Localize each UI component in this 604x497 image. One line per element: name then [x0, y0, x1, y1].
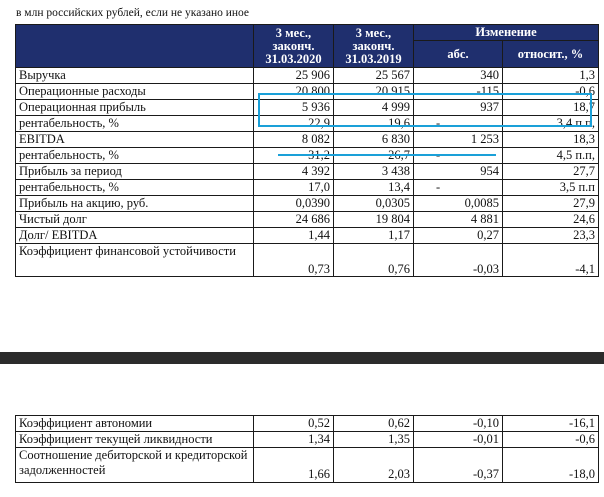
table-row: Прибыль за период 4 392 3 438 954 27,7 [15, 163, 599, 180]
row-label: рентабельность, % [15, 115, 254, 132]
value-abs-change: 340 [413, 67, 503, 84]
table-row: Долг/ EBITDA 1,44 1,17 0,27 23,3 [15, 227, 599, 244]
value-rel-change: -4,1 [502, 243, 599, 277]
value-rel-change: 1,3 [502, 67, 599, 84]
value-abs-change: 4 881 [413, 211, 503, 228]
value-2020: 0,0390 [253, 195, 334, 212]
value-abs-change: -0,37 [413, 447, 503, 483]
row-label: Коэффициент финансовой устойчивости [15, 243, 254, 277]
page-divider [0, 352, 604, 364]
value-2019: 13,4 [333, 179, 414, 196]
value-2020: 25 906 [253, 67, 334, 84]
value-2020: 0,52 [253, 415, 334, 432]
header-change: Изменение [413, 24, 599, 41]
value-abs-change: 0,27 [413, 227, 503, 244]
row-label: Прибыль на акцию, руб. [15, 195, 254, 212]
table-row: Соотношение дебиторской и кредиторской з… [15, 447, 599, 483]
table-row: Прибыль на акцию, руб. 0,0390 0,0305 0,0085… [15, 195, 599, 212]
value-2019: 1,17 [333, 227, 414, 244]
header-blank [15, 24, 254, 68]
header-abs: абс. [413, 40, 503, 68]
value-2019: 0,0305 [333, 195, 414, 212]
row-label: Коэффициент автономии [15, 415, 254, 432]
row-label: Операционные расходы [15, 83, 254, 100]
financial-table: 3 мес., законч. 31.03.2020 3 мес., закон… [15, 24, 599, 277]
units-note: в млн российских рублей, если не указано… [16, 7, 250, 19]
value-2019: 6 830 [333, 131, 414, 148]
row-label: Чистый долг [15, 211, 254, 228]
row-label: Коэффициент текущей ликвидности [15, 431, 254, 448]
value-abs-change: 1 253 [413, 131, 503, 148]
value-rel-change: 18,3 [502, 131, 599, 148]
header-2020: 3 мес., законч. 31.03.2020 [253, 24, 334, 68]
table-row: Коэффициент финансовой устойчивости 0,73 0… [15, 243, 599, 277]
value-2020: 1,44 [253, 227, 334, 244]
table-row: Выручка 25 906 25 567 340 1,3 [15, 67, 599, 84]
table-row: Чистый долг 24 686 19 804 4 881 24,6 [15, 211, 599, 228]
value-abs-change: 954 [413, 163, 503, 180]
value-2019: 3 438 [333, 163, 414, 180]
value-2019: 0,76 [333, 243, 414, 277]
value-rel-change: 3,5 п.п [502, 179, 599, 196]
value-rel-change: 23,3 [502, 227, 599, 244]
value-2019: 0,62 [333, 415, 414, 432]
value-rel-change: 27,9 [502, 195, 599, 212]
row-label: Выручка [15, 67, 254, 84]
value-2020: 1,34 [253, 431, 334, 448]
table-row: рентабельность, % 17,0 13,4-3,5 п.п [15, 179, 599, 196]
value-rel-change: 24,6 [502, 211, 599, 228]
value-rel-change: 27,7 [502, 163, 599, 180]
value-rel-change: 4,5 п.п, [502, 147, 599, 164]
value-rel-change: -18,0 [502, 447, 599, 483]
value-2020: 24 686 [253, 211, 334, 228]
row-label: EBITDA [15, 131, 254, 148]
row-label: рентабельность, % [15, 179, 254, 196]
value-2020: 17,0 [253, 179, 334, 196]
value-2019: 19 804 [333, 211, 414, 228]
value-2020: 1,66 [253, 447, 334, 483]
value-2020: 0,73 [253, 243, 334, 277]
value-2019: 2,03 [333, 447, 414, 483]
row-label: Прибыль за период [15, 163, 254, 180]
value-2020: 8 082 [253, 131, 334, 148]
value-rel-change: -0,6 [502, 431, 599, 448]
value-abs-change: -0,01 [413, 431, 503, 448]
ratios-table: Коэффициент автономии 0,52 0,62 -0,10 -16,1 К… [15, 415, 599, 483]
value-abs-change: - [413, 179, 503, 196]
value-2019: 25 567 [333, 67, 414, 84]
header-2019: 3 мес., законч. 31.03.2019 [333, 24, 414, 68]
row-label: Операционная прибыль [15, 99, 254, 116]
value-abs-change: 0,0085 [413, 195, 503, 212]
row-label: Долг/ EBITDA [15, 227, 254, 244]
value-abs-change: -0,03 [413, 243, 503, 277]
table-row: Коэффициент автономии 0,52 0,62 -0,10 -16,1 [15, 415, 599, 432]
value-2020: 4 392 [253, 163, 334, 180]
row-label: рентабельность, % [15, 147, 254, 164]
value-2019: 1,35 [333, 431, 414, 448]
highlight-underline [278, 154, 496, 156]
table-row: EBITDA 8 082 6 830 1 253 18,3 [15, 131, 599, 148]
row-label: Соотношение дебиторской и кредиторской з… [15, 447, 254, 483]
value-rel-change: -16,1 [502, 415, 599, 432]
table-row: Коэффициент текущей ликвидности 1,34 1,35-… [15, 431, 599, 448]
value-abs-change: -0,10 [413, 415, 503, 432]
header-rel: относит., % [502, 40, 599, 68]
highlight-box [258, 93, 592, 127]
